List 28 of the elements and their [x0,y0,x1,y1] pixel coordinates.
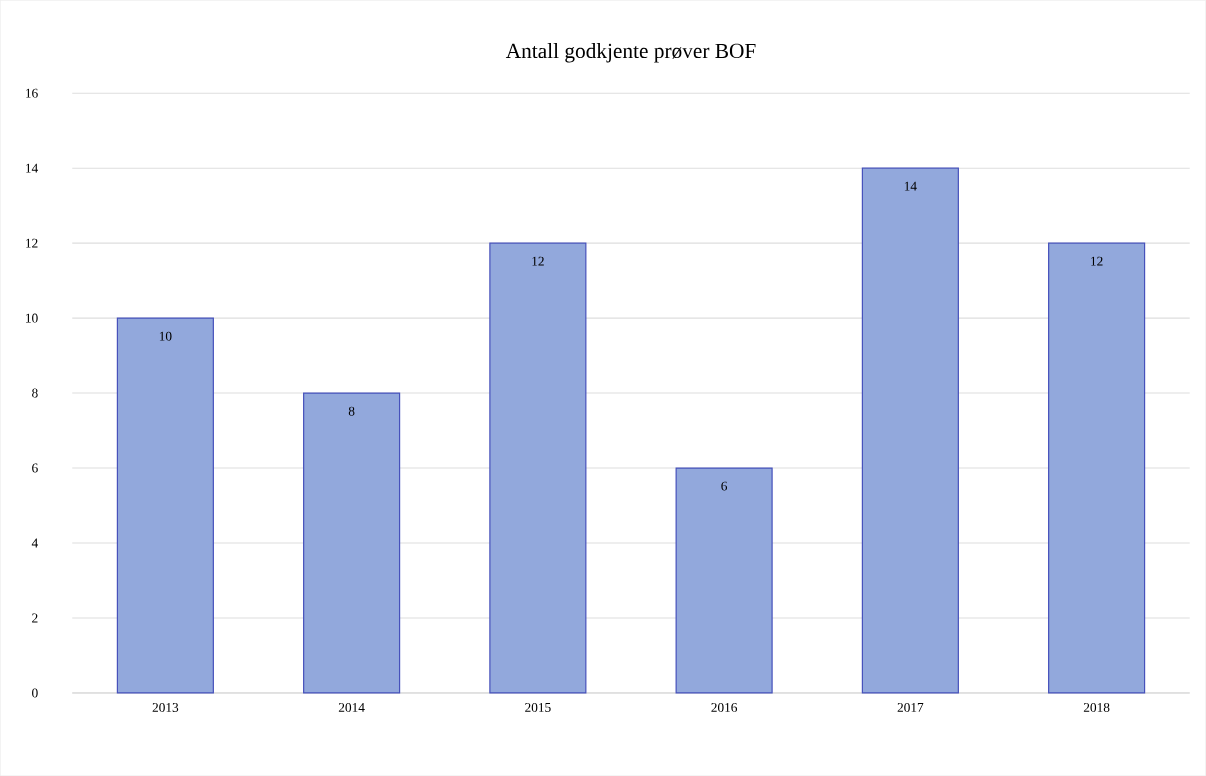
y-tick-label: 14 [26,163,39,173]
y-tick-label: 10 [26,313,38,323]
bar [116,317,214,694]
bar [675,467,773,694]
data-label: 6 [721,481,728,491]
bar [861,167,959,694]
y-tick-label: 8 [32,388,38,398]
y-tick-label: 6 [32,463,38,473]
x-tick-label: 2015 [525,702,551,712]
y-tick-label: 2 [32,613,38,623]
data-label: 12 [1091,256,1103,266]
chart-title: Antall godkjente prøver BOF [505,43,756,63]
x-tick-label: 2017 [897,702,924,712]
x-tick-label: 2014 [338,702,365,712]
x-tick-label: 2018 [1083,702,1110,712]
y-tick-label: 0 [32,688,38,698]
y-tick-label: 16 [26,88,38,98]
y-tick-label: 4 [31,538,39,548]
x-tick-label: 2013 [152,702,179,712]
data-label: 8 [348,406,355,416]
data-label: 14 [904,181,917,191]
bar [489,242,587,694]
y-tick-label: 12 [26,238,38,248]
data-label: 10 [159,331,172,341]
data-label: 12 [532,256,544,266]
bar [1048,242,1146,694]
x-tick-label: 2016 [711,702,738,712]
bar [303,392,401,694]
